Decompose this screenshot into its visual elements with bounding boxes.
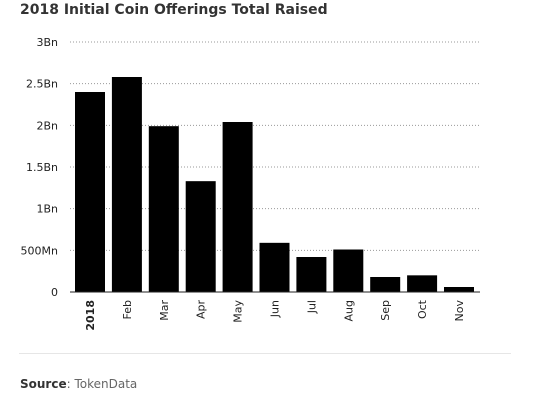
- y-tick-label: 1Bn: [36, 203, 58, 216]
- bar-may: [222, 122, 253, 292]
- y-tick-label: 1.5Bn: [26, 161, 58, 174]
- source-label: Source: [20, 377, 67, 391]
- bar-mar: [148, 126, 179, 293]
- x-axis-ticks: 2018 Feb Mar Apr May Jun Jul Aug Sep Oct Nov: [84, 299, 466, 330]
- bar-jul: [296, 257, 327, 292]
- bar-sep: [370, 277, 401, 292]
- x-tick-label: Mar: [158, 300, 171, 321]
- bar-chart: 0 500Mn 1Bn 1.5Bn 2Bn 2.5Bn 3Bn 2018 Feb Mar Apr M…: [21, 36, 480, 331]
- y-tick-label: 2Bn: [36, 119, 58, 132]
- x-tick-label: Aug: [342, 300, 355, 321]
- bars: [75, 77, 474, 293]
- x-tick-label: Oct: [416, 299, 429, 319]
- y-axis-ticks: 0 500Mn 1Bn 1.5Bn 2Bn 2.5Bn 3Bn: [21, 36, 58, 299]
- chart-title: 2018 Initial Coin Offerings Total Raised: [20, 2, 328, 18]
- source-text: : TokenData: [66, 377, 138, 391]
- source-note: Source: TokenData: [20, 377, 137, 391]
- bar-aug: [333, 249, 364, 292]
- y-tick-label: 0: [51, 286, 58, 299]
- x-tick-label: Sep: [379, 300, 392, 321]
- bar-feb: [111, 77, 142, 292]
- x-tick-label: Feb: [121, 300, 134, 319]
- y-tick-label: 3Bn: [36, 36, 58, 49]
- divider: [19, 353, 511, 354]
- bar-2018: [75, 92, 105, 292]
- x-tick-label: Jun: [269, 300, 282, 318]
- y-tick-label: 500Mn: [21, 244, 58, 257]
- bar-oct: [407, 275, 438, 292]
- bar-nov: [444, 287, 474, 292]
- x-tick-label: Nov: [453, 300, 466, 322]
- x-tick-label: 2018: [84, 300, 97, 331]
- bar-jun: [259, 242, 290, 292]
- y-tick-label: 2.5Bn: [26, 78, 58, 91]
- x-tick-label: Apr: [195, 300, 208, 320]
- bar-apr: [185, 181, 216, 292]
- x-tick-label: May: [232, 300, 245, 323]
- x-tick-label: Jul: [305, 300, 318, 314]
